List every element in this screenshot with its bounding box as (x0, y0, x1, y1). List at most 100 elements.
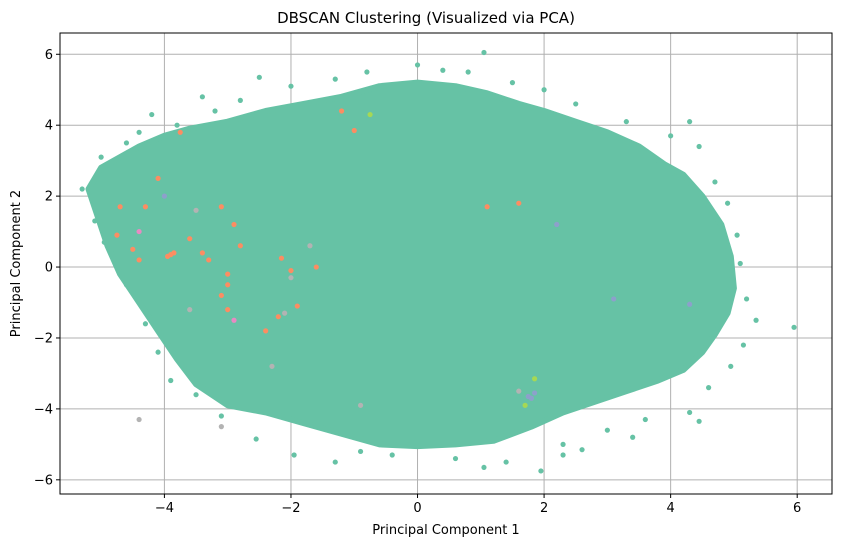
scatter-point (231, 317, 237, 323)
y-tick-label: 2 (45, 190, 53, 205)
scatter-point (611, 296, 617, 302)
scatter-point (111, 257, 117, 263)
scatter-point (367, 111, 373, 118)
scatter-point (237, 243, 243, 249)
scatter-point (332, 76, 338, 82)
scatter-point (364, 69, 370, 75)
scatter-point (712, 179, 718, 185)
scatter-point (142, 204, 149, 210)
scatter-point (753, 317, 759, 323)
scatter-point (187, 236, 193, 242)
scatter-point (706, 385, 712, 391)
scatter-point (696, 143, 702, 150)
scatter-point (155, 349, 161, 355)
scatter-point (130, 246, 136, 252)
scatter-point (528, 395, 535, 401)
chart-title: DBSCAN Clustering (Visualized via PCA) (277, 9, 575, 27)
scatter-point (168, 377, 174, 384)
scatter-point (484, 204, 490, 210)
x-tick-label: 0 (413, 501, 421, 516)
scatter-point (288, 83, 294, 89)
scatter-point (187, 307, 193, 313)
scatter-point (123, 282, 130, 288)
scatter-point (389, 452, 395, 458)
scatter-point (668, 133, 674, 139)
scatter-point (687, 301, 693, 307)
scatter-point (218, 204, 224, 210)
scatter-point (114, 232, 120, 238)
scatter-point (269, 363, 275, 369)
scatter-point (531, 376, 538, 382)
scatter-point (509, 80, 516, 86)
scatter-point (288, 275, 294, 281)
scatter-point (155, 175, 161, 181)
x-tick-label: 4 (666, 501, 674, 516)
scatter-point (225, 271, 231, 277)
scatter-point (294, 303, 300, 309)
scatter-point (734, 232, 740, 238)
scatter-point (101, 239, 107, 245)
scatter-point (174, 122, 180, 128)
scatter-point (357, 402, 364, 408)
scatter-point (161, 193, 168, 199)
scatter-point (522, 402, 528, 408)
scatter-point (256, 74, 262, 80)
scatter-point (313, 264, 319, 270)
scatter-point (212, 108, 218, 114)
x-tick-label: 2 (540, 501, 548, 516)
scatter-point (199, 94, 205, 100)
scatter-point (193, 207, 199, 213)
scatter-point (503, 459, 509, 465)
scatter-point (579, 447, 585, 453)
scatter-point (357, 448, 364, 455)
plot-frame (59, 32, 833, 495)
x-tick-label: −2 (281, 501, 300, 516)
scatter-point (740, 342, 747, 348)
scatter-point (278, 255, 285, 261)
scatter-point (282, 310, 288, 316)
scatter-point (481, 49, 487, 56)
scatter-point (225, 307, 231, 313)
scatter-point (136, 416, 142, 423)
scatter-point (193, 392, 199, 398)
scatter-point (737, 260, 743, 267)
scatter-point (414, 62, 421, 68)
scatter-point (307, 243, 313, 249)
scatter-point (452, 455, 459, 462)
scatter-point (696, 418, 702, 424)
scatter-point (117, 204, 123, 210)
scatter-point (79, 186, 85, 192)
scatter-point (253, 436, 259, 442)
x-tick-label: 6 (793, 501, 801, 516)
y-tick-label: 0 (45, 261, 53, 276)
scatter-point (560, 452, 566, 458)
scatter-point (218, 292, 224, 299)
scatter-point (136, 257, 142, 263)
scatter-point (338, 108, 345, 114)
scatter-point (199, 250, 205, 256)
scatter-point (687, 119, 693, 125)
scatter-point (275, 314, 281, 320)
axis-ticks: −4 −2 0 2 4 6 −6 −4 −2 0 2 4 6 (34, 48, 802, 516)
scatter-point (288, 267, 294, 274)
y-axis-label: Principal Component 2 (9, 190, 24, 337)
scatter-point (351, 127, 357, 134)
main-cluster-cloud (85, 79, 737, 450)
scatter-point (687, 409, 693, 416)
scatter-point (541, 87, 547, 93)
scatter-point (263, 328, 269, 334)
y-tick-label: 4 (45, 119, 53, 134)
scatter-point (98, 154, 104, 160)
plot-area: −4 −2 0 2 4 6 −6 −4 −2 0 2 4 6 (34, 32, 833, 516)
x-tick-label: −4 (155, 501, 174, 516)
y-tick-label: −6 (34, 473, 53, 488)
scatter-point (538, 468, 544, 474)
scatter-point (225, 282, 231, 288)
scatter-point (728, 363, 734, 369)
scatter-point (440, 67, 446, 73)
y-tick-label: −4 (34, 402, 53, 417)
scatter-point (743, 296, 750, 302)
scatter-point (231, 221, 237, 228)
scatter-point (516, 200, 522, 206)
scatter-point (573, 101, 579, 107)
